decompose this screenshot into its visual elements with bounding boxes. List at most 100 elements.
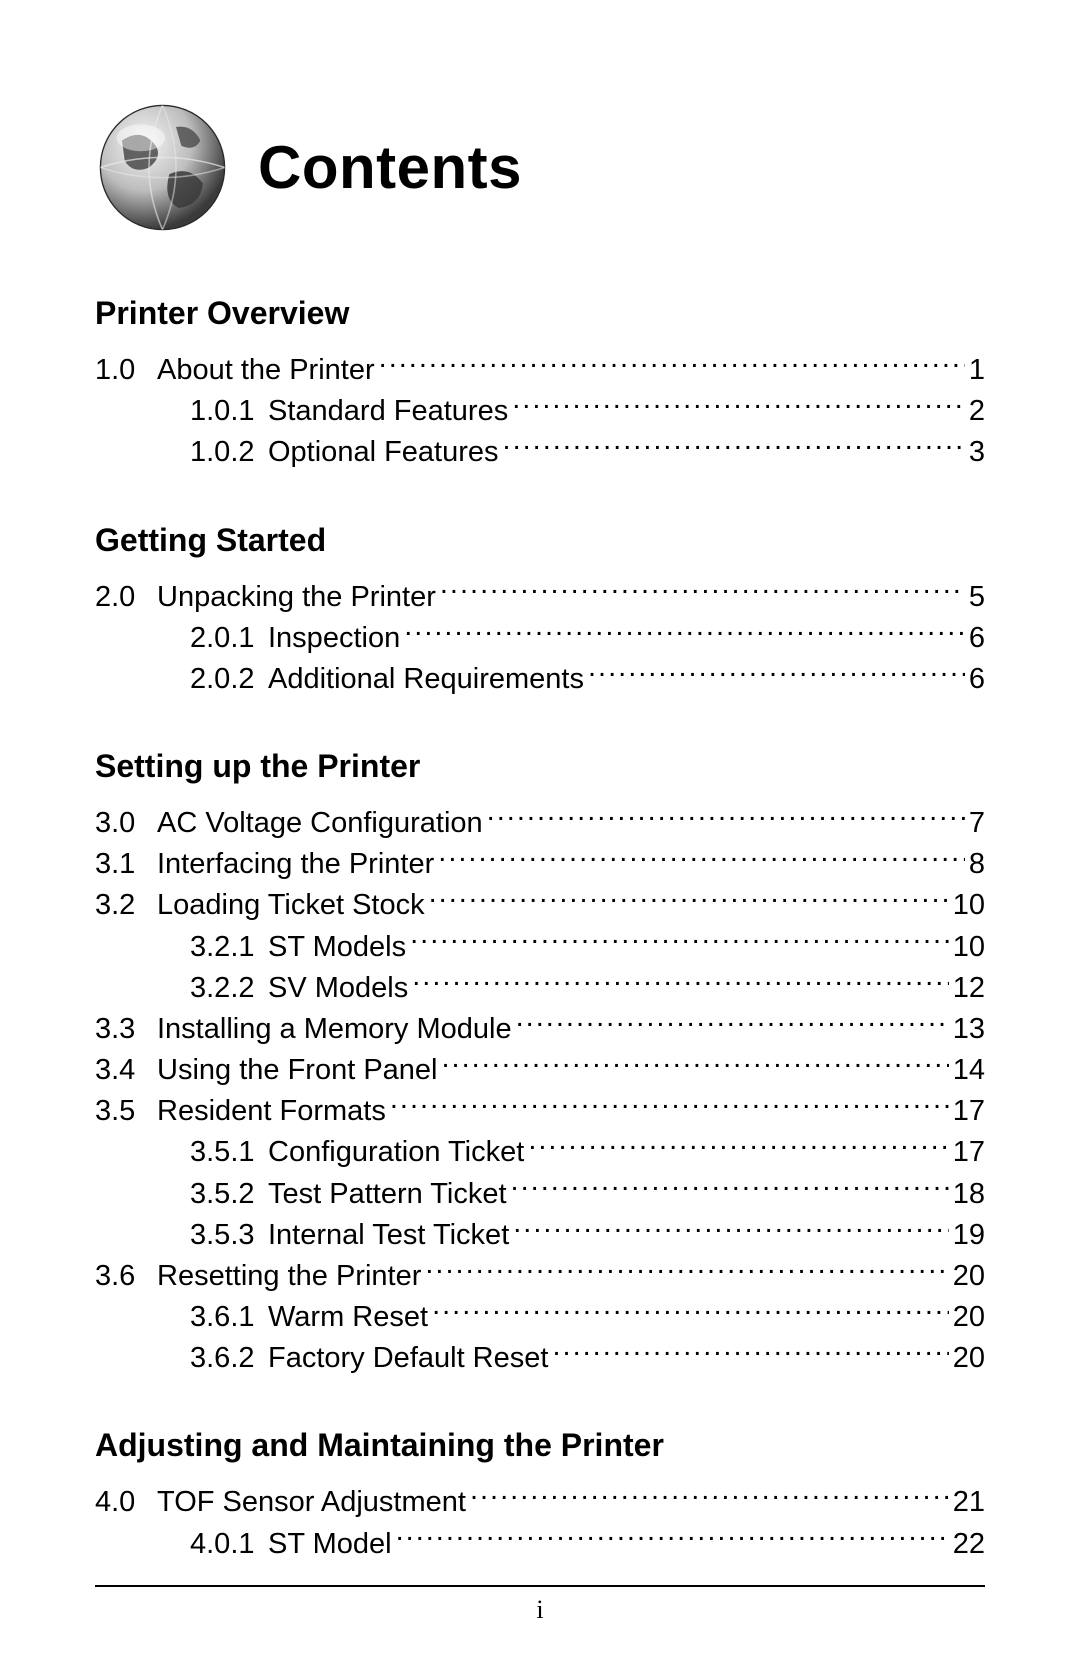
toc-entry-title: Configuration Ticket: [268, 1132, 528, 1173]
toc-entry-number: 3.4: [95, 1050, 157, 1091]
toc-entry-title: Inspection: [268, 618, 404, 659]
toc-entry-number: 3.2: [95, 885, 157, 926]
toc-entry-title: Resident Formats: [157, 1091, 390, 1132]
toc-entry-title: AC Voltage Configuration: [157, 803, 487, 844]
toc-subentry: 3.6.1Warm Reset 20: [95, 1297, 985, 1338]
toc-entry-title: Unpacking the Printer: [157, 577, 440, 618]
toc-entry-number: 4.0.1: [190, 1524, 268, 1565]
toc-entry-page: 6: [965, 618, 985, 659]
toc-entry-title: TOF Sensor Adjustment: [157, 1482, 470, 1523]
toc-entry: 3.4Using the Front Panel 14: [95, 1050, 985, 1091]
toc-leader-dots: [438, 844, 965, 873]
toc-subentry: 1.0.2Optional Features3: [95, 432, 985, 473]
toc-subentry: 3.2.2SV Models 12: [95, 968, 985, 1009]
toc-entry: 3.1Interfacing the Printer 8: [95, 844, 985, 885]
toc-leader-dots: [503, 432, 965, 461]
toc-leader-dots: [487, 803, 965, 832]
toc-entry-number: 2.0: [95, 577, 157, 618]
toc-entry-number: 1.0.2: [190, 432, 268, 473]
toc-leader-dots: [588, 659, 965, 688]
toc-subentry: 4.0.1ST Model 22: [95, 1524, 985, 1565]
toc-entry-page: 22: [949, 1524, 985, 1565]
toc-entry-page: 12: [949, 968, 985, 1009]
toc-entry-page: 5: [965, 577, 985, 618]
toc-entry-title: Internal Test Ticket: [268, 1215, 513, 1256]
toc-entry-page: 2: [965, 391, 985, 432]
toc-leader-dots: [412, 968, 949, 997]
toc-leader-dots: [410, 927, 949, 956]
toc-subentry: 3.5.1Configuration Ticket17: [95, 1132, 985, 1173]
toc-entry-number: 3.5: [95, 1091, 157, 1132]
toc-entry-number: 3.2.2: [190, 968, 268, 1009]
toc-leader-dots: [390, 1091, 949, 1120]
toc-entry-page: 21: [949, 1482, 985, 1523]
toc-leader-dots: [516, 1009, 949, 1038]
toc-leader-dots: [432, 1297, 949, 1326]
toc-entry-title: Loading Ticket Stock: [157, 885, 429, 926]
toc-entry-title: ST Models: [268, 927, 410, 968]
toc-entry-number: 3.6.1: [190, 1297, 268, 1338]
toc-entry-number: 2.0.1: [190, 618, 268, 659]
page-number: i: [0, 1595, 1080, 1625]
toc-leader-dots: [511, 1174, 949, 1203]
toc-leader-dots: [404, 618, 965, 647]
toc-leader-dots: [429, 885, 949, 914]
toc-entry-number: 1.0: [95, 350, 157, 391]
toc-entry-page: 14: [949, 1050, 985, 1091]
section-heading: Adjusting and Maintaining the Printer: [95, 1427, 985, 1464]
toc-entry-title: Standard Features: [268, 391, 512, 432]
toc-entry-page: 19: [949, 1215, 985, 1256]
toc-leader-dots: [396, 1524, 949, 1553]
toc-entry-title: Warm Reset: [268, 1297, 432, 1338]
toc-entry-page: 20: [949, 1256, 985, 1297]
toc-leader-dots: [470, 1482, 949, 1511]
toc-entry-page: 10: [949, 927, 985, 968]
globe-icon: [95, 100, 230, 235]
toc-entry-number: 3.2.1: [190, 927, 268, 968]
toc-entry-title: Factory Default Reset: [268, 1338, 552, 1379]
toc-entry-number: 1.0.1: [190, 391, 268, 432]
toc-entry-title: About the Printer: [157, 350, 379, 391]
toc-entry-number: 4.0: [95, 1482, 157, 1523]
toc-entry-page: 8: [965, 844, 985, 885]
header: Contents: [95, 100, 985, 235]
footer-rule: [95, 1585, 985, 1587]
toc-leader-dots: [552, 1338, 948, 1367]
toc-entry-title: Installing a Memory Module: [157, 1009, 516, 1050]
toc-entry-page: 18: [949, 1174, 985, 1215]
toc-entry: 3.5Resident Formats 17: [95, 1091, 985, 1132]
toc-leader-dots: [513, 1215, 948, 1244]
toc-entry: 3.6Resetting the Printer 20: [95, 1256, 985, 1297]
toc-entry-number: 3.1: [95, 844, 157, 885]
toc-entry: 4.0TOF Sensor Adjustment 21: [95, 1482, 985, 1523]
toc-entry-number: 3.5.3: [190, 1215, 268, 1256]
toc-leader-dots: [379, 350, 965, 379]
toc-subentry: 2.0.1Inspection 6: [95, 618, 985, 659]
toc-entry-page: 20: [949, 1338, 985, 1379]
toc-leader-dots: [425, 1256, 948, 1285]
toc-leader-dots: [528, 1132, 948, 1161]
toc-entry-title: Optional Features: [268, 432, 503, 473]
toc-entry-number: 3.5.1: [190, 1132, 268, 1173]
table-of-contents: Printer Overview1.0About the Printer11.0…: [95, 295, 985, 1565]
toc-leader-dots: [441, 1050, 948, 1079]
toc-leader-dots: [440, 577, 965, 606]
toc-entry-page: 20: [949, 1297, 985, 1338]
section-heading: Setting up the Printer: [95, 748, 985, 785]
toc-entry-title: Interfacing the Printer: [157, 844, 438, 885]
toc-entry-title: Using the Front Panel: [157, 1050, 441, 1091]
toc-entry-number: 3.0: [95, 803, 157, 844]
toc-entry: 1.0About the Printer 1: [95, 350, 985, 391]
toc-entry-title: Additional Requirements: [268, 659, 588, 700]
toc-entry-page: 10: [949, 885, 985, 926]
toc-entry-number: 3.3: [95, 1009, 157, 1050]
toc-entry-number: 3.5.2: [190, 1174, 268, 1215]
toc-entry-page: 1: [965, 350, 985, 391]
page-title: Contents: [258, 133, 522, 202]
toc-entry-title: ST Model: [268, 1524, 396, 1565]
toc-entry-page: 17: [949, 1091, 985, 1132]
toc-entry-number: 3.6: [95, 1256, 157, 1297]
toc-subentry: 1.0.1Standard Features 2: [95, 391, 985, 432]
toc-entry-number: 2.0.2: [190, 659, 268, 700]
section-heading: Getting Started: [95, 522, 985, 559]
